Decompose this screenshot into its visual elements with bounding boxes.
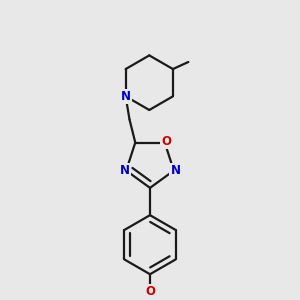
- Text: N: N: [170, 164, 180, 177]
- Text: N: N: [121, 90, 130, 103]
- Text: O: O: [161, 135, 171, 148]
- Text: N: N: [120, 164, 130, 177]
- Text: O: O: [145, 285, 155, 298]
